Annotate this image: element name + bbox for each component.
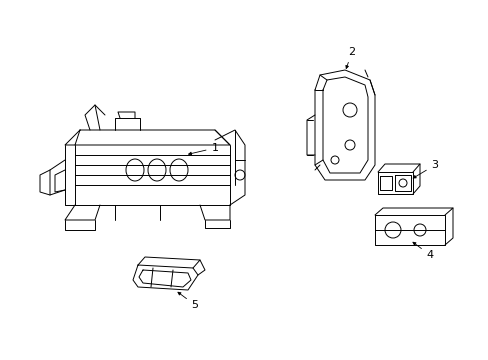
Text: 4: 4 bbox=[412, 242, 433, 260]
Text: 1: 1 bbox=[188, 143, 218, 155]
Text: 5: 5 bbox=[178, 292, 198, 310]
Text: 3: 3 bbox=[412, 160, 438, 178]
Text: 2: 2 bbox=[345, 47, 355, 68]
